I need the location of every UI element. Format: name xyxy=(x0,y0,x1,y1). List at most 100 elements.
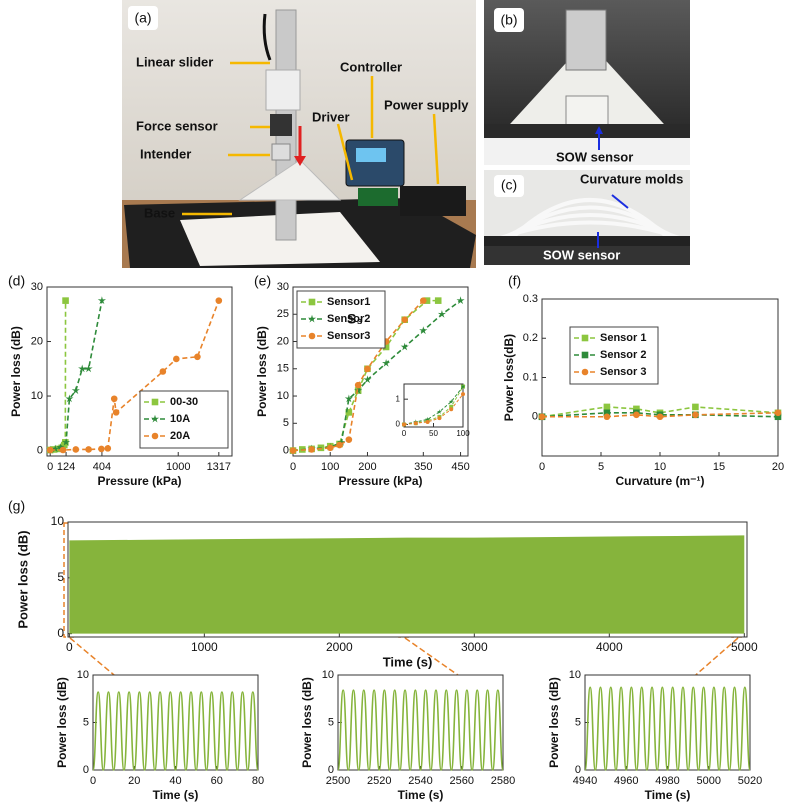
y-tick-label: 0 xyxy=(57,626,64,640)
x-tick-label: 80 xyxy=(252,775,264,787)
annotation: S₃ xyxy=(347,311,363,327)
marker xyxy=(633,411,640,419)
zoom-arrow xyxy=(404,637,466,681)
marker xyxy=(436,409,442,414)
y-tick-label: 0 xyxy=(328,764,334,776)
legend-label: 20A xyxy=(170,430,190,442)
x-tick-label: 0 xyxy=(290,461,296,473)
marker xyxy=(402,422,406,427)
marker xyxy=(400,342,409,351)
y-tick-label: 1 xyxy=(396,394,401,403)
x-tick-label: 5000 xyxy=(697,775,721,787)
x-tick-label: 2520 xyxy=(367,775,391,787)
marker xyxy=(449,407,454,412)
legend-label: 10A xyxy=(170,413,190,425)
y-tick-label: 0 xyxy=(283,444,289,456)
x-tick-label: 50 xyxy=(429,429,438,438)
photo-b: (b) SOW sensor xyxy=(484,0,690,165)
driver xyxy=(358,188,398,206)
legend-marker xyxy=(151,398,159,406)
marker xyxy=(345,436,353,443)
marker xyxy=(326,444,334,452)
marker xyxy=(308,446,315,453)
marker xyxy=(337,438,346,446)
table xyxy=(484,138,690,165)
legend-label: Sensor 2 xyxy=(600,349,646,361)
plot-frame xyxy=(92,674,259,771)
x-tick-label: 2500 xyxy=(326,775,350,787)
marker xyxy=(423,297,431,304)
marker xyxy=(110,395,118,403)
x-tick-label: 1000 xyxy=(191,640,218,654)
marker xyxy=(603,413,611,421)
series-line xyxy=(541,412,779,418)
red-arrow-head xyxy=(294,156,306,166)
x-tick-label: 5 xyxy=(598,461,604,473)
marker xyxy=(448,399,454,404)
panel-label: (f) xyxy=(508,273,521,289)
legend-marker xyxy=(151,432,159,440)
y-tick-label: 5 xyxy=(328,716,334,728)
marker xyxy=(437,310,446,318)
marker xyxy=(461,392,465,397)
x-tick-label: 0 xyxy=(90,775,96,787)
slider-carriage xyxy=(265,69,301,111)
x-axis-label: Curvature (m⁻¹) xyxy=(615,474,704,488)
controller-screen xyxy=(356,148,386,162)
y-tick-label: 20 xyxy=(31,335,43,347)
marker xyxy=(104,445,112,452)
marker xyxy=(78,364,87,373)
x-tick-label: 60 xyxy=(211,775,223,787)
panel-label: (a) xyxy=(134,10,151,26)
series-line xyxy=(50,300,220,451)
x-tick-label: 20 xyxy=(772,461,784,473)
arrow xyxy=(336,123,354,181)
y-tick-label: 10 xyxy=(77,669,89,681)
signal-area xyxy=(69,535,745,634)
marker xyxy=(159,368,167,375)
y-tick-label: 5 xyxy=(57,570,64,584)
callout: Linear slider xyxy=(136,54,213,69)
y-tick-label: 0 xyxy=(37,444,43,456)
callout: Controller xyxy=(340,59,402,74)
marker xyxy=(656,413,664,421)
x-tick-label: 3000 xyxy=(461,640,488,654)
series-line xyxy=(542,412,779,418)
y-tick-label: 30 xyxy=(277,281,289,293)
callout: SOW sensor xyxy=(556,149,633,164)
y-axis-label: Power loss (dB) xyxy=(9,326,23,417)
y-axis-label: Power loss (dB) xyxy=(15,530,30,628)
x-axis-label: Time (s) xyxy=(398,788,444,802)
marker xyxy=(603,409,611,417)
controller xyxy=(345,139,405,187)
y-axis-label: Power loss(dB) xyxy=(502,334,516,421)
x-tick-label: 2540 xyxy=(408,775,432,787)
label-box xyxy=(494,8,524,32)
legend-label: Sensor1 xyxy=(327,296,370,308)
label-box xyxy=(494,175,524,197)
callout-arrows xyxy=(182,61,440,216)
mold xyxy=(499,213,681,242)
legend-marker xyxy=(150,414,160,423)
x-tick-label: 40 xyxy=(169,775,181,787)
y-tick-label: 0 xyxy=(575,764,581,776)
series-line xyxy=(337,689,504,771)
load-cell xyxy=(565,9,607,71)
base xyxy=(484,246,690,265)
marker xyxy=(62,438,71,446)
molds xyxy=(494,198,686,242)
marker xyxy=(382,343,390,351)
power-supply xyxy=(400,186,466,216)
arrow-head xyxy=(595,126,603,134)
y-tick-label: 5 xyxy=(83,716,89,728)
x-tick-label: 1317 xyxy=(207,461,231,473)
y-tick-label: 25 xyxy=(277,308,289,320)
marker xyxy=(434,297,442,304)
y-tick-label: 30 xyxy=(31,281,43,293)
marker xyxy=(538,413,546,421)
frame xyxy=(500,40,674,135)
series-line xyxy=(403,386,464,425)
marker xyxy=(354,381,362,389)
marker xyxy=(774,413,782,421)
y-tick-label: 5 xyxy=(575,716,581,728)
